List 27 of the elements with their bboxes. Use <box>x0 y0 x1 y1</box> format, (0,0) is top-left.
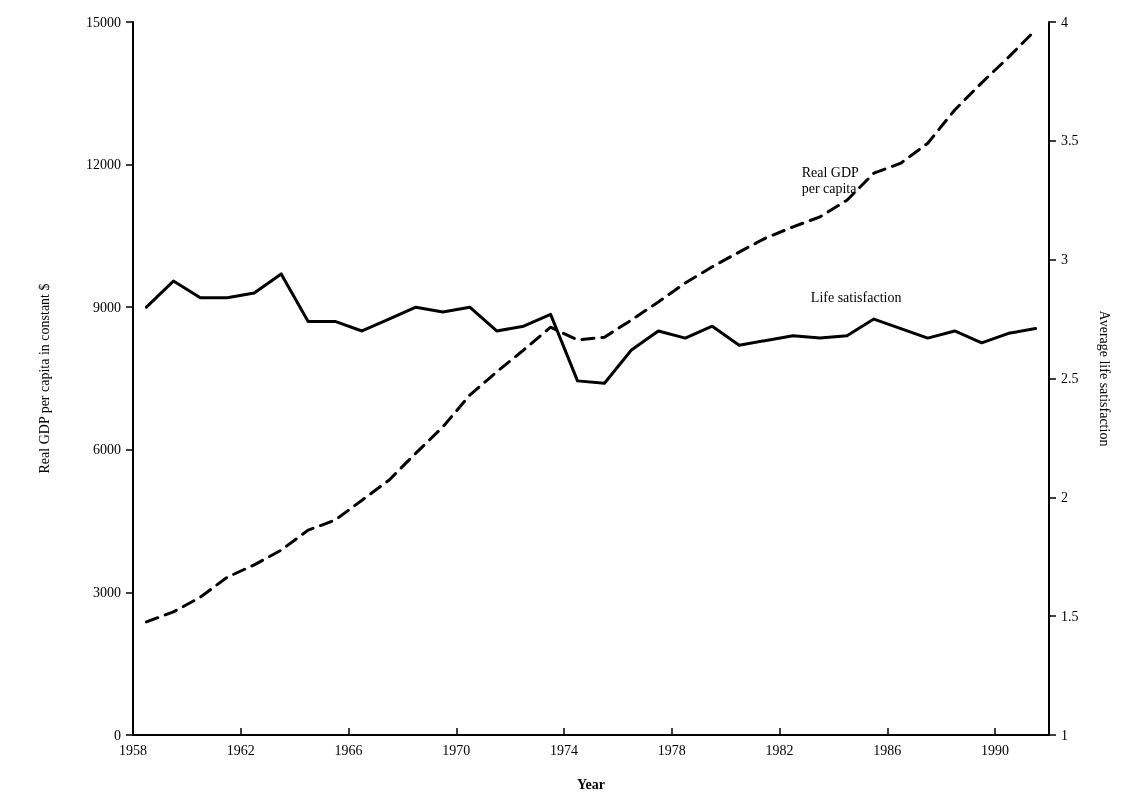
y-tick-label: 9000 <box>93 299 121 315</box>
x-tick-label: 1990 <box>981 742 1010 758</box>
x-tick-label: 1962 <box>226 742 255 758</box>
series-label: Life satisfaction <box>810 289 902 305</box>
y-tick-label: 6000 <box>93 442 121 458</box>
y2-tick-label: 4 <box>1061 14 1068 30</box>
y-axis-title: Real GDP per capita in constant $ <box>36 283 52 474</box>
y-tick-label: 15000 <box>86 14 121 30</box>
x-axis-title: Year <box>577 776 605 792</box>
x-tick-label: 1974 <box>550 742 579 758</box>
x-tick-label: 1978 <box>657 742 686 758</box>
y2-tick-label: 1.5 <box>1061 608 1079 624</box>
series-label: Real GDP per capita <box>801 165 860 197</box>
y-tick-label: 0 <box>114 727 121 743</box>
y-tick-label: 12000 <box>86 157 121 173</box>
y2-axis-title: Average life satisfaction <box>1096 310 1112 447</box>
y2-tick-label: 2 <box>1061 489 1068 505</box>
x-tick-label: 1986 <box>873 742 902 758</box>
y2-tick-label: 3.5 <box>1061 133 1079 149</box>
x-tick-label: 1958 <box>119 742 147 758</box>
x-tick-label: 1966 <box>334 742 363 758</box>
y2-tick-label: 1 <box>1061 727 1068 743</box>
y2-tick-label: 2.5 <box>1061 371 1079 386</box>
x-tick-label: 1970 <box>442 742 471 758</box>
y-tick-label: 3000 <box>93 584 121 600</box>
x-tick-label: 1982 <box>765 742 794 758</box>
y2-tick-label: 3 <box>1061 252 1068 268</box>
